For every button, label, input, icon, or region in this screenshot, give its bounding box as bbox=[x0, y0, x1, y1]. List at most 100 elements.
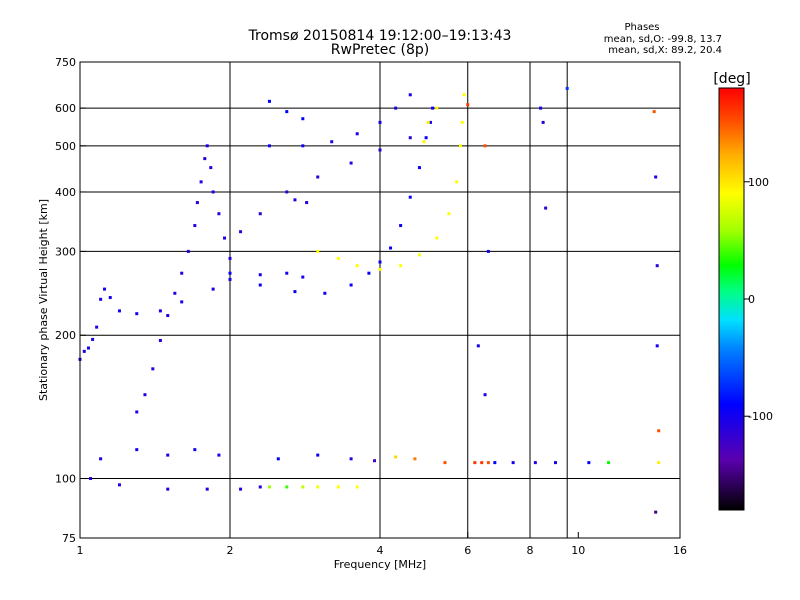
trace-13-point-14 bbox=[483, 144, 487, 148]
trace-7 bbox=[316, 93, 466, 271]
trace-2-point-13 bbox=[431, 106, 435, 110]
trace-11-point-2 bbox=[166, 453, 170, 457]
trace-5 bbox=[293, 198, 309, 205]
trace-13-point-15 bbox=[466, 103, 470, 107]
trace-2 bbox=[228, 106, 435, 295]
trace-11-point-0 bbox=[99, 457, 103, 461]
trace-0-point-16 bbox=[301, 275, 305, 279]
trace-7-point-2 bbox=[355, 264, 359, 268]
trace-0-point-7 bbox=[108, 296, 112, 300]
trace-8-point-1 bbox=[426, 120, 430, 124]
chart-subtitle: RwPretec (8p) bbox=[331, 42, 429, 58]
trace-8 bbox=[422, 106, 439, 144]
trace-1 bbox=[135, 144, 232, 414]
trace-12-point-13 bbox=[607, 461, 611, 465]
trace-0-point-11 bbox=[180, 300, 184, 304]
trace-7-point-0 bbox=[316, 249, 320, 253]
trace-9-point-4 bbox=[239, 487, 243, 491]
x-tick-label-3: 6 bbox=[464, 544, 471, 557]
trace-2-point-9 bbox=[408, 195, 412, 199]
trace-1-point-2 bbox=[151, 367, 155, 371]
trace-13-point-7 bbox=[654, 510, 658, 514]
trace-11-point-1 bbox=[135, 448, 139, 452]
trace-7-point-9 bbox=[458, 144, 462, 148]
trace-13-point-4 bbox=[655, 264, 659, 268]
colorbar-tick-label-2: -100 bbox=[748, 410, 773, 423]
trace-1-point-7 bbox=[186, 249, 190, 253]
trace-1-point-0 bbox=[135, 410, 139, 414]
trace-9-point-0 bbox=[89, 477, 93, 481]
trace-9-point-1 bbox=[117, 483, 121, 487]
x-tick-label-5: 10 bbox=[571, 544, 585, 557]
trace-8-point-0 bbox=[422, 140, 426, 144]
trace-6-point-2 bbox=[285, 190, 289, 194]
y-axis-ticks: 75 100 200 300 400 500 600 750 bbox=[55, 56, 86, 545]
trace-5-point-0 bbox=[293, 198, 297, 202]
trace-4-point-1 bbox=[285, 110, 289, 114]
trace-13 bbox=[466, 86, 661, 514]
trace-3-point-1 bbox=[301, 144, 305, 148]
trace-0-point-6 bbox=[103, 287, 107, 291]
trace-2-point-11 bbox=[424, 136, 428, 140]
trace-12-point-1 bbox=[316, 453, 320, 457]
trace-2-point-3 bbox=[323, 291, 327, 295]
colorbar-tick-label-1: 0 bbox=[748, 293, 755, 306]
trace-1-point-4 bbox=[166, 314, 170, 318]
trace-6-point-6 bbox=[408, 136, 412, 140]
phases-o-line: mean, sd,O: -99.8, 13.7 bbox=[604, 34, 722, 45]
trace-2-point-5 bbox=[367, 271, 371, 275]
trace-1-point-11 bbox=[203, 157, 207, 161]
trace-0-point-2 bbox=[86, 346, 90, 350]
colorbar-tick-label-0: 100 bbox=[748, 176, 769, 189]
trace-4-point-2 bbox=[301, 117, 305, 121]
trace-9-point-3 bbox=[205, 487, 209, 491]
trace-1-point-13 bbox=[209, 166, 213, 170]
y-tick-label-1: 100 bbox=[55, 473, 76, 486]
trace-7-point-5 bbox=[417, 253, 421, 257]
trace-0-point-8 bbox=[117, 309, 121, 313]
chart-title: Tromsø 20150814 19:12:00–19:13:43 bbox=[248, 28, 512, 44]
trace-1-point-3 bbox=[158, 338, 162, 342]
trace-6-point-3 bbox=[316, 175, 320, 179]
trace-4-point-0 bbox=[267, 99, 271, 103]
trace-12-point-14 bbox=[657, 461, 661, 465]
trace-0-point-10 bbox=[158, 309, 162, 313]
trace-12-point-12 bbox=[587, 461, 591, 465]
trace-7-point-6 bbox=[435, 236, 439, 240]
trace-0 bbox=[78, 271, 305, 361]
grid-lines bbox=[80, 62, 680, 538]
trace-2-point-0 bbox=[228, 271, 232, 275]
trace-7-point-10 bbox=[460, 120, 464, 124]
trace-7-point-4 bbox=[399, 264, 403, 268]
trace-1-point-1 bbox=[143, 393, 147, 397]
y-tick-label-7: 750 bbox=[55, 56, 76, 69]
trace-7-point-1 bbox=[336, 256, 340, 260]
trace-1-point-9 bbox=[195, 201, 199, 205]
trace-12-point-5 bbox=[413, 457, 417, 461]
trace-13-point-16 bbox=[486, 249, 490, 253]
trace-10-point-2 bbox=[301, 485, 305, 489]
trace-13-point-2 bbox=[652, 110, 656, 114]
trace-6 bbox=[239, 136, 412, 234]
trace-1-point-6 bbox=[180, 271, 184, 275]
x-tick-label-4: 8 bbox=[527, 544, 534, 557]
trace-12-point-6 bbox=[443, 461, 447, 465]
x-tick-label-2: 4 bbox=[377, 544, 384, 557]
trace-3-point-4 bbox=[378, 120, 382, 124]
trace-1-point-15 bbox=[217, 212, 221, 216]
trace-3-point-0 bbox=[267, 144, 271, 148]
trace-12-point-8 bbox=[493, 461, 497, 465]
colorbar bbox=[718, 87, 745, 511]
trace-4 bbox=[267, 99, 305, 121]
y-tick-label-4: 400 bbox=[55, 186, 76, 199]
trace-6-point-0 bbox=[239, 230, 243, 234]
trace-3 bbox=[267, 93, 412, 148]
x-axis-label: Frequency [MHz] bbox=[334, 558, 426, 571]
trace-7-point-8 bbox=[455, 180, 459, 184]
trace-6-point-5 bbox=[378, 148, 382, 152]
trace-0-point-12 bbox=[211, 287, 215, 291]
trace-12-point-3 bbox=[373, 459, 377, 463]
trace-7-point-11 bbox=[462, 93, 466, 97]
trace-2-point-10 bbox=[417, 166, 421, 170]
